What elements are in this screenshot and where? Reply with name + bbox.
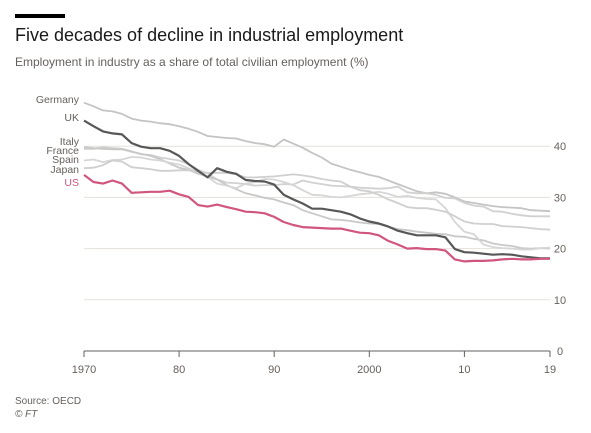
x-axis: 1970 80 90 2000 10 19 <box>72 351 556 376</box>
x-tick-label: 10 <box>458 364 470 376</box>
series-line-uk <box>83 119 550 260</box>
series-label-spain: Spain <box>52 154 79 166</box>
y-tick-label: 30 <box>554 192 566 204</box>
series-line-spain <box>83 156 551 251</box>
series-label-uk: UK <box>64 112 79 124</box>
y-tick-label: 10 <box>554 295 566 307</box>
series-line-us <box>83 174 550 263</box>
series-label-germany: Germany <box>36 94 80 106</box>
gridlines <box>84 145 550 352</box>
y-tick-label: 40 <box>554 141 566 153</box>
series-line-germany <box>83 101 551 213</box>
series-label-italy: Italy <box>60 136 80 148</box>
source-note: Source: OECD <box>15 396 82 407</box>
x-tick-label: 80 <box>173 364 185 376</box>
series-label-france: France <box>46 145 79 157</box>
series-label-japan: Japan <box>50 164 79 176</box>
series-line-france <box>83 146 551 250</box>
y-axis-labels: 0 10 20 30 40 <box>554 141 566 358</box>
x-tick-label: 1970 <box>72 364 96 376</box>
y-tick-label: 0 <box>557 346 563 358</box>
copyright-note: © FT <box>15 409 38 420</box>
series-label-us: US <box>64 177 79 189</box>
chart-title: Five decades of decline in industrial em… <box>15 25 404 45</box>
x-tick-label: 19 <box>544 364 556 376</box>
header-rule <box>15 14 65 18</box>
x-tick-label: 90 <box>268 364 280 376</box>
series-line-japan <box>83 159 551 231</box>
series-line-italy <box>84 146 550 218</box>
y-tick-label: 20 <box>554 244 566 256</box>
x-tick-label: 2000 <box>357 364 381 376</box>
chart-subtitle: Employment in industry as a share of tot… <box>15 55 369 69</box>
series-lines <box>83 101 551 263</box>
